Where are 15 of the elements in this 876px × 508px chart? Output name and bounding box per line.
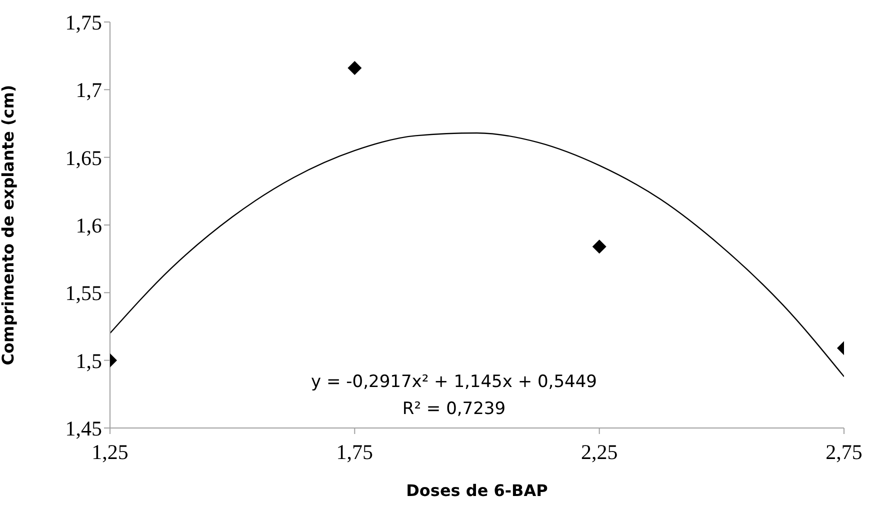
y-tick-label: 1,75 <box>65 10 102 34</box>
x-tick-label: 2,25 <box>580 440 618 464</box>
x-tick-label: 1,75 <box>336 440 374 464</box>
y-tick-label: 1,55 <box>65 281 102 306</box>
x-axis-title: Doses de 6-BAP <box>406 481 548 500</box>
annotation: R² = 0,7239 <box>402 399 506 419</box>
y-tick-label: 1,5 <box>76 348 102 373</box>
y-axis-title: Comprimento de explante (cm) <box>0 84 18 366</box>
y-tick-label: 1,7 <box>76 78 102 102</box>
x-tick-label: 2,75 <box>826 440 862 464</box>
y-tick-label: 1,65 <box>65 146 102 170</box>
y-tick-label: 1,6 <box>76 213 102 238</box>
x-tick-label: 1,25 <box>92 440 128 464</box>
annotation: y = -0,2917x² + 1,145x + 0,5449 <box>311 372 597 392</box>
y-tick-label: 1,45 <box>65 416 102 440</box>
